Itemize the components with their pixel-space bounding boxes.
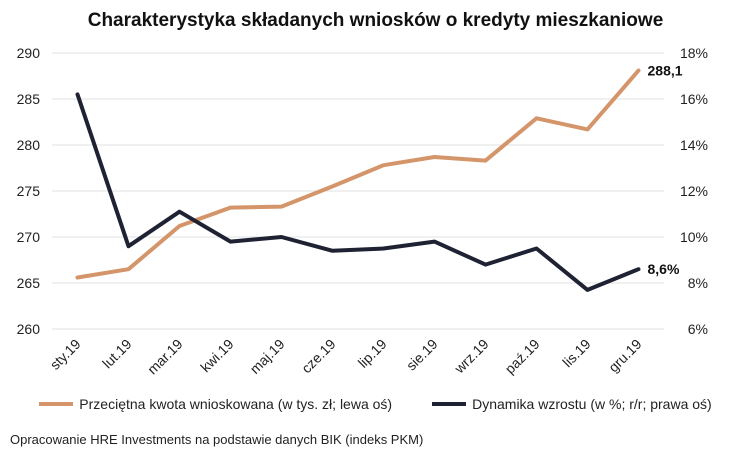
x-tick-label: lis.19 <box>559 336 594 371</box>
legend-item-growth: Dynamika wzrostu (w %; r/r; prawa oś) <box>432 396 712 412</box>
source-note: Opracowanie HRE Investments na podstawie… <box>10 432 424 447</box>
left-tick-label: 270 <box>17 229 41 245</box>
right-tick-label: 6% <box>688 321 708 337</box>
end-label-growth: 8,6% <box>648 261 680 277</box>
chart-title: Charakterystyka składanych wniosków o kr… <box>87 10 664 31</box>
x-tick-label: sie.19 <box>403 336 441 374</box>
right-axis-ticks: 6% 8% 10% 12% 14% 16% 18% <box>680 45 708 337</box>
x-tick-label: sty.19 <box>47 336 84 373</box>
x-tick-label: maj.19 <box>247 336 288 377</box>
x-tick-label: gru.19 <box>605 336 645 376</box>
legend-swatch-growth <box>432 402 467 406</box>
right-tick-label: 14% <box>680 137 708 153</box>
right-tick-label: 8% <box>688 275 708 291</box>
right-tick-label: 18% <box>680 45 708 61</box>
x-tick-label: kwi.19 <box>197 336 237 376</box>
series-line-growth <box>75 92 641 292</box>
grid-lines <box>52 52 664 330</box>
left-tick-label: 275 <box>17 183 41 199</box>
left-tick-label: 260 <box>17 321 41 337</box>
left-tick-label: 290 <box>17 45 41 61</box>
legend-label-amount: Przeciętna kwota wnioskowana (w tys. zł;… <box>79 396 393 412</box>
x-tick-label: cze.19 <box>298 336 339 377</box>
series-line-amount <box>75 68 641 280</box>
left-tick-label: 285 <box>17 91 41 107</box>
right-tick-label: 12% <box>680 183 708 199</box>
legend: Przeciętna kwota wnioskowana (w tys. zł;… <box>0 396 751 412</box>
left-tick-label: 265 <box>17 275 41 291</box>
left-tick-label: 280 <box>17 137 41 153</box>
x-axis-ticks: sty.19 lut.19 mar.19 kwi.19 maj.19 cze.19 lip.… <box>47 336 645 378</box>
right-tick-label: 16% <box>680 91 708 107</box>
legend-swatch-amount <box>39 402 74 406</box>
end-label-amount: 288,1 <box>648 62 683 78</box>
x-tick-label: mar.19 <box>144 336 186 378</box>
x-tick-label: paź.19 <box>502 336 543 377</box>
left-axis-ticks: 260 265 270 275 280 285 290 <box>17 45 41 337</box>
legend-item-amount: Przeciętna kwota wnioskowana (w tys. zł;… <box>39 396 392 412</box>
x-tick-label: lip.19 <box>355 336 390 371</box>
x-tick-label: wrz.19 <box>450 336 491 377</box>
end-labels: 288,1 8,6% <box>648 62 683 277</box>
legend-label-growth: Dynamika wzrostu (w %; r/r; prawa oś) <box>472 396 712 412</box>
right-tick-label: 10% <box>680 229 708 245</box>
series-lines <box>75 68 641 292</box>
x-tick-label: lut.19 <box>99 336 135 372</box>
